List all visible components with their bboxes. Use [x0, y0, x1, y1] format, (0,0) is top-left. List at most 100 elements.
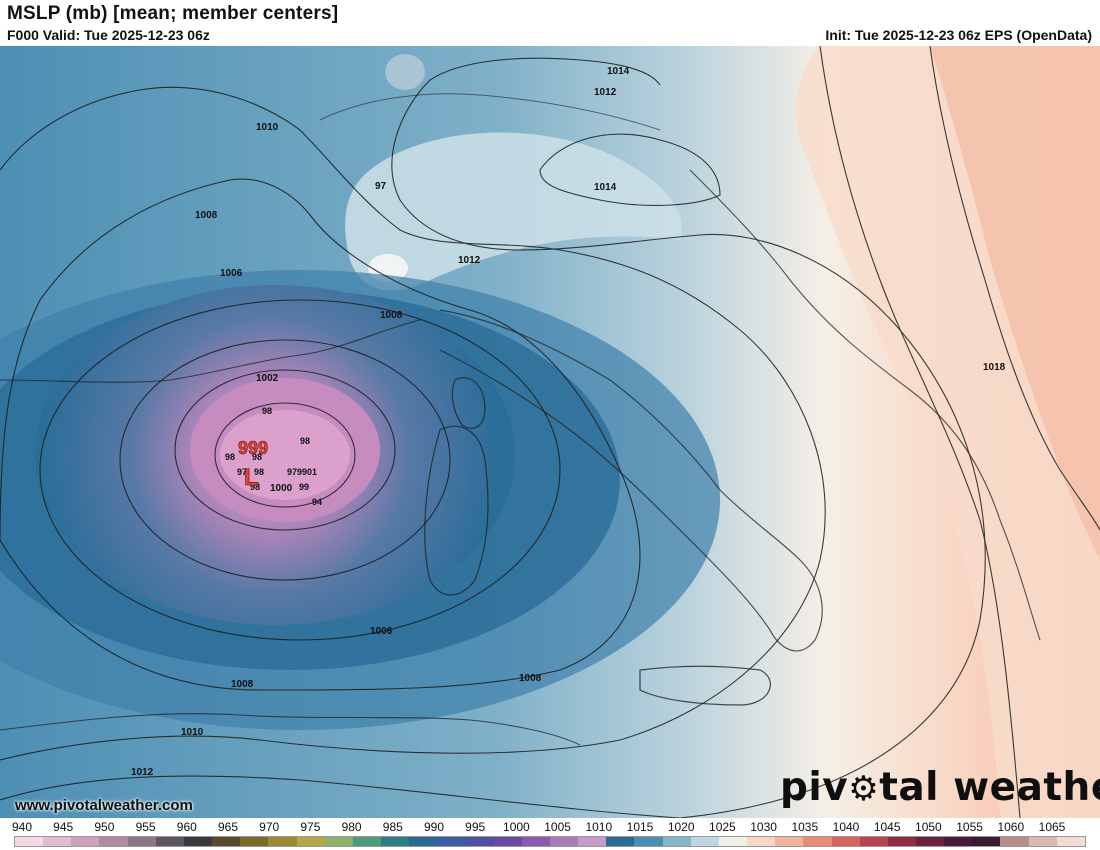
isobar-1000: [214, 402, 356, 508]
isobar-1010: [0, 86, 826, 761]
colorbar-tick-label: 990: [423, 820, 445, 834]
brand-name: piv⚙tal weather: [780, 765, 1100, 810]
colorbar-swatch: [381, 837, 410, 846]
map-header: MSLP (mb) [mean; member centers] F000 Va…: [0, 0, 1100, 46]
colorbar-swatch: [268, 837, 297, 846]
colorbar-swatch: [578, 837, 607, 846]
colorbar-tick-label: 1060: [997, 820, 1025, 834]
colorbar-tick-label: 1000: [503, 820, 530, 834]
contour-label: 99: [299, 482, 309, 492]
gear-icon: ⚙: [848, 769, 880, 809]
colorbar-tick-label: 995: [465, 820, 486, 834]
colorbar-swatch: [240, 837, 269, 846]
contour-label: 1010: [256, 122, 279, 133]
colorbar-tick-label: 980: [341, 820, 362, 834]
contour-label: 98: [254, 467, 264, 477]
isobar-1008: [0, 178, 641, 691]
colorbar-tick-label: 960: [176, 820, 197, 834]
colorbar-swatch: [437, 837, 466, 846]
colorbar-tick-label: 1030: [750, 820, 777, 834]
contour-labels: 1014 1012 1010 1008 1006 97 1014 1012 10…: [131, 66, 1006, 778]
colorbar-swatch: [465, 837, 494, 846]
contour-label: 94: [312, 497, 322, 507]
colorbar-swatch: [634, 837, 663, 846]
pivotal-weather-logo: piv⚙tal weather: [780, 765, 1100, 815]
colorbar-swatch: [606, 837, 635, 846]
colorbar-swatch: [775, 837, 804, 846]
contour-label: 1014: [594, 182, 617, 193]
isobars: [0, 46, 1100, 818]
colorbar-swatch: [1000, 837, 1029, 846]
colorbar-swatch: [916, 837, 945, 846]
alps-high-spot-north: [385, 54, 425, 90]
coastline-sardinia: [424, 425, 489, 596]
colorbar-tick-label: 1015: [626, 820, 654, 834]
contour-label: 98: [250, 482, 260, 492]
isobar-1006: [39, 299, 561, 641]
colorbar-swatch: [718, 837, 748, 846]
contour-label: 1008: [380, 310, 403, 321]
colorbar-swatch: [127, 837, 156, 846]
coastline-italy: [439, 309, 823, 652]
colorbar-swatch: [690, 837, 719, 846]
coastline-france-spain: [0, 319, 421, 383]
colorbar-tick-label: 1050: [915, 820, 942, 834]
colorbar-tick-label: 1040: [832, 820, 860, 834]
colorbar-tick-label: 1065: [1038, 820, 1066, 834]
pressure-band-1000: [220, 410, 350, 500]
high-pressure-core: [930, 46, 1100, 560]
contour-label: 1006: [220, 268, 243, 279]
pressure-map: 1014 1012 1010 1008 1006 97 1014 1012 10…: [0, 46, 1100, 818]
alps-ridge: [345, 132, 682, 291]
colorbar-swatch: [15, 837, 44, 846]
colorbar-swatch: [183, 837, 213, 846]
isobar-1016: [819, 46, 1021, 818]
colorbar-swatch: [887, 837, 916, 846]
colorbar-tick-label: 985: [382, 820, 403, 834]
colorbar-tick-label: 1010: [585, 820, 613, 834]
contour-label: 1002: [256, 373, 279, 384]
isobar-1002: [174, 369, 396, 531]
contour-label: 1012: [131, 767, 154, 778]
contour-label: 97: [375, 181, 387, 192]
colorbar-tick-label: 1025: [709, 820, 736, 834]
colorbar-swatch: [71, 837, 100, 846]
colorbar-swatch: [324, 837, 353, 846]
low-pressure-letter: L: [244, 464, 259, 491]
colorbar-tick-label: 1045: [873, 820, 901, 834]
colorbar-swatch: [747, 837, 776, 846]
colorbar-swatch: [1028, 837, 1057, 846]
colorbar-tick-label: 965: [217, 820, 239, 834]
isobar-1004: [119, 339, 451, 581]
colorbar-tick-label: 975: [300, 820, 321, 834]
colorbar-swatch: [43, 837, 72, 846]
coastline-north-africa: [0, 713, 581, 746]
colorbar-tick-label: 945: [53, 820, 74, 834]
colorbar-tick-label: 1035: [791, 820, 819, 834]
colorbar-swatch: [944, 837, 973, 846]
colorbar-swatch: [831, 837, 860, 846]
contour-label: 1006: [370, 626, 393, 637]
contour-label: 1000: [270, 483, 293, 494]
contour-label: 1008: [195, 210, 218, 221]
valid-time: F000 Valid: Tue 2025-12-23 06z: [7, 27, 210, 43]
low-center-marker: 999 L: [238, 438, 269, 492]
contour-label: 1008: [231, 679, 254, 690]
colorbar-swatch: [212, 837, 241, 846]
init-time: Init: Tue 2025-12-23 06z EPS (OpenData): [825, 27, 1092, 43]
colorbar-swatch: [549, 837, 579, 846]
coastline-sicily: [639, 665, 771, 706]
isobar-1014: [539, 133, 721, 206]
contour-label: 1014: [607, 66, 630, 77]
colorbar-swatch: [972, 837, 1001, 846]
colorbar-tick-label: 940: [11, 820, 33, 834]
colorbar-tick-label: 1005: [544, 820, 571, 834]
colorbar-swatch: [296, 837, 325, 846]
contour-label: 1010: [181, 727, 204, 738]
colorbar-swatch: [155, 837, 184, 846]
contour-label: 98: [262, 406, 272, 416]
coastline-alps: [319, 93, 661, 131]
contour-label: 1018: [983, 362, 1006, 373]
colorbar-swatch: [352, 837, 382, 846]
contour-label: 979901: [287, 467, 317, 477]
